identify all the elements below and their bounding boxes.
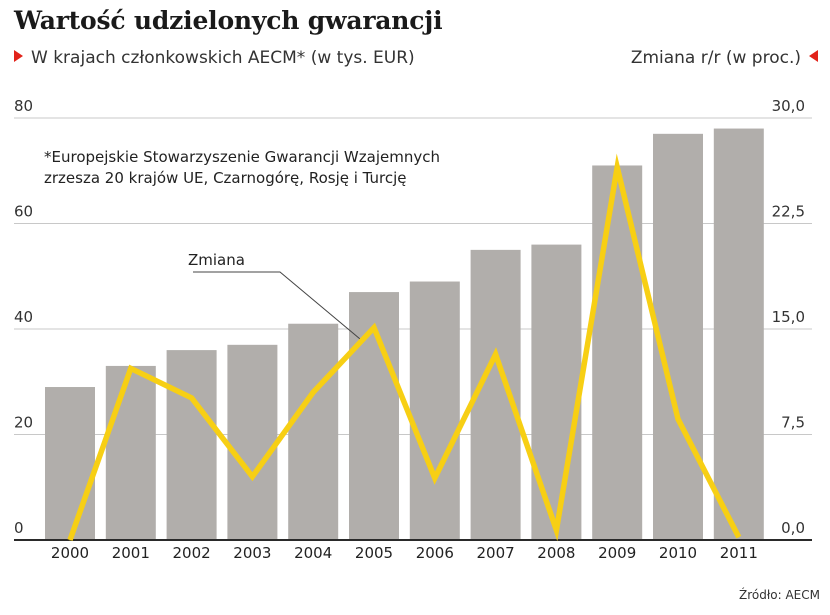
bar — [531, 244, 582, 540]
bar — [409, 281, 460, 540]
x-axis-tick-label: 2011 — [720, 544, 758, 562]
change-point — [555, 529, 557, 531]
left-axis-tick-label: 20 — [14, 414, 33, 432]
x-axis-tick-label: 2009 — [598, 544, 636, 562]
change-point — [251, 476, 253, 478]
bar — [592, 165, 643, 540]
change-point — [616, 166, 618, 168]
x-axis-tick-label: 2008 — [537, 544, 575, 562]
change-point — [495, 353, 497, 355]
left-axis-tick-label: 40 — [14, 308, 33, 326]
x-axis-tick-label: 2004 — [294, 544, 332, 562]
right-axis-tick-label: 15,0 — [772, 308, 805, 326]
right-axis-tick-label: 7,5 — [781, 414, 805, 432]
x-axis-tick-label: 2005 — [355, 544, 393, 562]
left-axis-tick-label: 60 — [14, 203, 33, 221]
change-point — [373, 327, 375, 329]
bar — [288, 323, 339, 540]
annotation-leader — [193, 271, 363, 341]
change-point — [677, 418, 679, 420]
chart-title: Wartość udzielonych gwarancji — [14, 6, 443, 35]
x-axis-tick-label: 2000 — [51, 544, 89, 562]
change-point — [69, 539, 71, 541]
left-axis-subtitle: W krajach członkowskich AECM* (w tys. EU… — [14, 48, 415, 68]
right-axis-tick-label: 30,0 — [772, 97, 805, 115]
x-axis-tick-label: 2006 — [416, 544, 454, 562]
change-point — [130, 367, 132, 369]
bar — [105, 365, 156, 540]
source-note: Źródło: AECM — [739, 588, 820, 602]
change-point — [434, 477, 436, 479]
footnote-line: zrzesza 20 krajów UE, Czarnogórę, Rosję … — [44, 169, 407, 187]
change-point — [191, 397, 193, 399]
bar — [45, 387, 95, 540]
x-axis-tick-label: 2002 — [173, 544, 211, 562]
change-point — [312, 391, 314, 393]
x-axis-tick-label: 2001 — [112, 544, 150, 562]
change-series-line — [67, 153, 742, 542]
right-axis-tick-label: 0,0 — [781, 519, 805, 537]
triangle-right-icon — [14, 50, 23, 62]
footnote-line: *Europejskie Stowarzyszenie Gwarancji Wz… — [44, 148, 440, 166]
x-axis-tick-label: 2007 — [477, 544, 515, 562]
left-axis-tick-label: 0 — [14, 519, 24, 537]
right-axis-subtitle-text: Zmiana r/r (w proc.) — [630, 48, 801, 68]
bar — [227, 344, 278, 540]
x-axis-tick-label: 2010 — [659, 544, 697, 562]
bar — [653, 133, 703, 540]
right-axis-tick-label: 22,5 — [772, 203, 805, 221]
right-axis-subtitle: Zmiana r/r (w proc.) — [631, 48, 818, 68]
change-point — [738, 536, 740, 538]
annotation-label: Zmiana — [188, 251, 245, 269]
left-axis-tick-label: 80 — [14, 97, 33, 115]
bar — [166, 350, 217, 540]
triangle-left-icon — [809, 50, 818, 62]
left-axis-subtitle-text: W krajach członkowskich AECM* (w tys. EU… — [31, 48, 415, 68]
x-axis-tick-label: 2003 — [233, 544, 271, 562]
bar — [713, 128, 764, 541]
